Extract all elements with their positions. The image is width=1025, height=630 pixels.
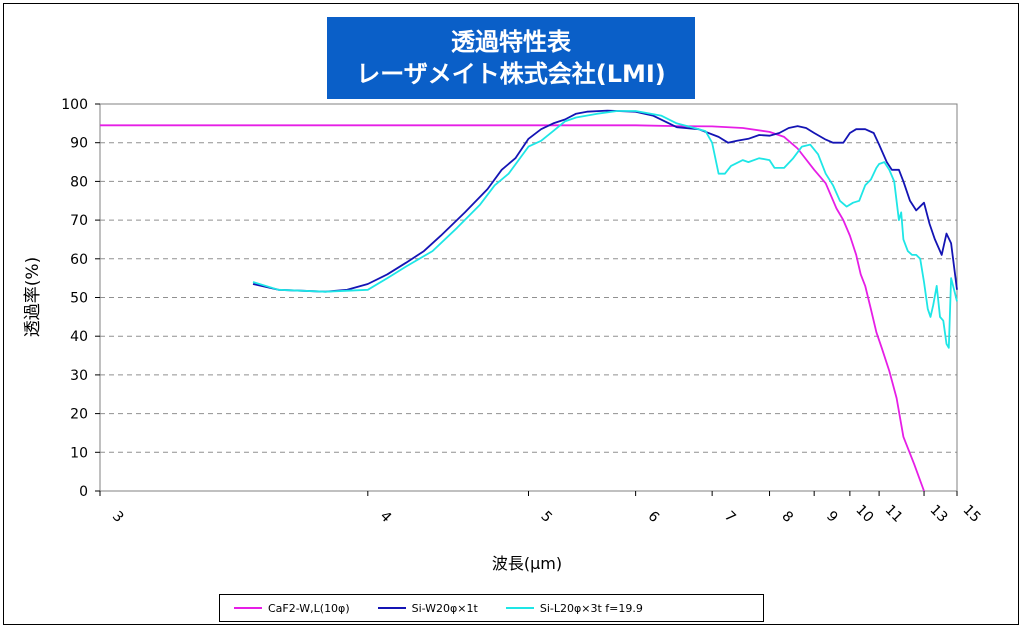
legend-item-3: Si-L20φ×3t f=19.9 xyxy=(505,601,643,615)
series-line-1 xyxy=(100,124,925,492)
legend-swatch-2 xyxy=(377,607,406,609)
x-tick-label-13: 13 xyxy=(927,502,951,526)
series-line-2 xyxy=(252,109,958,293)
grid-lines xyxy=(100,142,957,453)
chart-frame xyxy=(3,3,1019,625)
y-axis-label: 透過率(%) xyxy=(23,257,43,337)
y-tick-label-30: 30 xyxy=(70,368,88,384)
y-tick-label-60: 60 xyxy=(70,252,88,268)
x-tick-label-3: 3 xyxy=(109,508,127,526)
legend-item-1: CaF2-W,L(10φ) xyxy=(234,602,350,615)
y-axis-ticks: 0 10 20 30 40 50 60 70 80 90 100 xyxy=(61,97,100,500)
x-tick-label-7: 7 xyxy=(721,508,739,526)
x-axis-label: 波長(μm) xyxy=(492,554,562,573)
series-lines xyxy=(100,109,958,492)
y-tick-label-0: 0 xyxy=(79,484,88,500)
x-tick-label-6: 6 xyxy=(644,508,662,526)
chart-title-line2: レーザメイト株式会社(LMI) xyxy=(356,60,666,88)
y-tick-label-70: 70 xyxy=(70,213,88,229)
chart-title-box: 透過特性表 レーザメイト株式会社(LMI) xyxy=(327,17,695,99)
x-tick-label-10: 10 xyxy=(852,502,876,526)
legend-label-2: Si-W20φ×1t xyxy=(411,601,478,615)
x-tick-label-8: 8 xyxy=(778,508,796,526)
y-tick-label-90: 90 xyxy=(70,136,88,152)
y-tick-label-80: 80 xyxy=(70,174,88,190)
x-tick-label-9: 9 xyxy=(823,508,841,526)
y-tick-label-40: 40 xyxy=(70,329,88,345)
y-tick-label-20: 20 xyxy=(70,407,88,423)
y-tick-label-10: 10 xyxy=(70,445,88,461)
y-tick-label-100: 100 xyxy=(61,97,88,113)
x-tick-label-5: 5 xyxy=(537,508,555,526)
legend-swatch-1 xyxy=(234,607,262,609)
x-tick-label-11: 11 xyxy=(882,502,906,526)
x-tick-label-4: 4 xyxy=(377,508,395,526)
x-tick-label-15: 15 xyxy=(960,502,984,526)
legend-item-2: Si-W20φ×1t xyxy=(377,601,478,615)
x-axis-ticks: 3 4 5 6 7 8 9 10 11 13 15 xyxy=(99,491,984,526)
y-tick-label-50: 50 xyxy=(70,291,88,307)
legend-swatch-3 xyxy=(505,607,534,609)
legend-label-1: CaF2-W,L(10φ) xyxy=(268,601,350,615)
legend-label-3: Si-L20φ×3t f=19.9 xyxy=(539,601,643,615)
legend: CaF2-W,L(10φ) Si-W20φ×1t Si-L20φ×3t f=19.9 xyxy=(219,594,764,622)
chart-title-line1: 透過特性表 xyxy=(451,28,571,56)
series-line-3 xyxy=(252,110,958,349)
